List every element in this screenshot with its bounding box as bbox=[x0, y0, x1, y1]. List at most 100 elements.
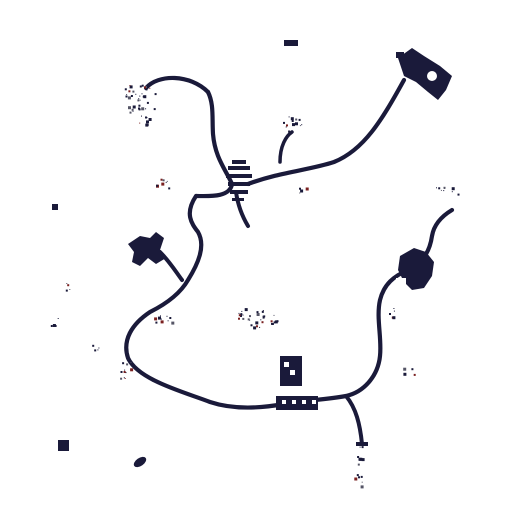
speckle bbox=[141, 93, 143, 95]
speckle bbox=[403, 367, 407, 371]
speckle bbox=[360, 475, 363, 478]
small-blob-bottom-left bbox=[133, 456, 147, 468]
speckle bbox=[129, 111, 132, 114]
speckle bbox=[298, 118, 301, 121]
speckle bbox=[262, 316, 265, 319]
speckle bbox=[122, 362, 125, 365]
speckle bbox=[171, 321, 175, 325]
speckle bbox=[263, 315, 266, 318]
speckle bbox=[143, 95, 147, 99]
speckle bbox=[132, 105, 136, 109]
speckle bbox=[273, 314, 275, 316]
node-top-center bbox=[226, 160, 252, 201]
speckle bbox=[256, 325, 258, 328]
speckle bbox=[131, 108, 134, 111]
speckle bbox=[247, 318, 250, 321]
speckle bbox=[413, 373, 416, 376]
speckle bbox=[130, 368, 134, 372]
speckle bbox=[403, 372, 407, 376]
speckles bbox=[50, 84, 460, 489]
speckle bbox=[126, 94, 128, 95]
connector-top-right bbox=[396, 48, 452, 100]
speckle bbox=[283, 121, 285, 124]
speckle bbox=[161, 182, 165, 186]
speckle bbox=[129, 85, 131, 86]
speckle bbox=[389, 313, 391, 315]
speckle bbox=[292, 123, 295, 127]
speckle bbox=[120, 371, 123, 373]
speckle bbox=[145, 116, 147, 119]
speckle bbox=[167, 320, 169, 322]
speckle bbox=[129, 85, 133, 89]
speckle bbox=[132, 110, 134, 112]
speckle bbox=[166, 315, 168, 317]
speckle bbox=[128, 106, 131, 110]
speckle bbox=[301, 124, 303, 126]
speckle bbox=[436, 187, 437, 189]
speckle bbox=[300, 189, 304, 193]
speckle bbox=[153, 108, 156, 111]
speckle bbox=[358, 457, 362, 461]
speckle bbox=[244, 308, 248, 312]
speckle bbox=[149, 87, 151, 89]
center-stub bbox=[234, 190, 250, 228]
speckle bbox=[290, 117, 294, 121]
speckle bbox=[154, 93, 157, 96]
speckle bbox=[57, 318, 59, 319]
speckle bbox=[162, 179, 165, 182]
speckle bbox=[359, 446, 361, 448]
speckle bbox=[141, 107, 145, 111]
speckle bbox=[145, 88, 148, 91]
speckle bbox=[262, 310, 264, 311]
speckle bbox=[124, 378, 126, 379]
speckle bbox=[250, 324, 253, 327]
speckle bbox=[132, 90, 135, 93]
speckle bbox=[361, 446, 364, 449]
speckle bbox=[130, 362, 132, 364]
upper-branch bbox=[278, 130, 294, 164]
speckle bbox=[295, 118, 298, 121]
speckle bbox=[457, 193, 460, 196]
speckle bbox=[120, 377, 123, 380]
speckle bbox=[66, 283, 68, 284]
speckle bbox=[259, 326, 261, 328]
speckle bbox=[256, 313, 260, 316]
speckle bbox=[238, 317, 240, 320]
speckle bbox=[139, 85, 142, 88]
speckle bbox=[411, 368, 414, 371]
speckle bbox=[261, 310, 264, 313]
speckle bbox=[242, 314, 244, 316]
speckle bbox=[142, 96, 144, 98]
speckle bbox=[354, 477, 358, 481]
speckle bbox=[128, 90, 131, 93]
speckle bbox=[52, 324, 56, 327]
speckle bbox=[124, 88, 127, 91]
speckle bbox=[165, 181, 167, 183]
speckle bbox=[288, 116, 290, 118]
speckle bbox=[138, 104, 141, 107]
speckle bbox=[299, 192, 301, 194]
speckle bbox=[357, 456, 360, 458]
speckle bbox=[148, 118, 152, 121]
speckle bbox=[139, 99, 141, 101]
small-square-bottom-left bbox=[58, 440, 69, 451]
speckle bbox=[443, 190, 445, 192]
speckle bbox=[126, 363, 129, 366]
speckle bbox=[285, 126, 287, 128]
speckle bbox=[168, 187, 171, 190]
speckle bbox=[146, 117, 148, 119]
speckle bbox=[393, 310, 395, 312]
speckle bbox=[286, 124, 288, 127]
speckle bbox=[69, 289, 71, 290]
component-right bbox=[396, 248, 434, 290]
speckle bbox=[146, 123, 149, 126]
speckle bbox=[291, 120, 294, 122]
speckle bbox=[260, 319, 262, 321]
speckle bbox=[130, 95, 133, 97]
speckle bbox=[139, 95, 141, 97]
speckle bbox=[160, 318, 162, 320]
speckle bbox=[240, 313, 243, 316]
speckle bbox=[125, 95, 128, 98]
speckle bbox=[127, 96, 131, 100]
